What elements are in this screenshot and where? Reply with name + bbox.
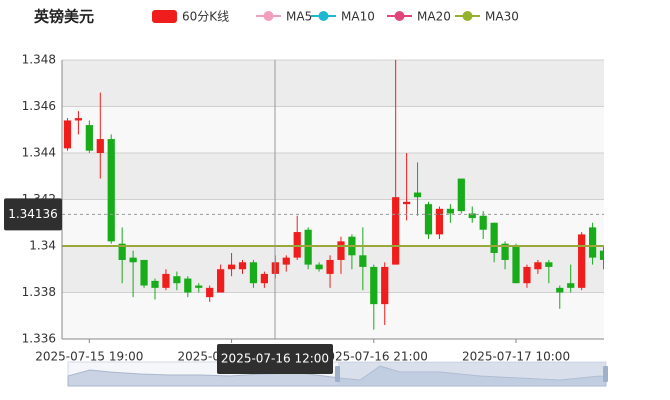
candle-body (206, 287, 214, 298)
candle-body (392, 197, 400, 265)
crosshair-x-label-box (217, 344, 333, 374)
candle-body (578, 234, 586, 288)
legend: 60分K线 MA5 MA10 MA20 MA30 (152, 10, 519, 24)
candle-body (479, 215, 487, 230)
candle-body (359, 255, 367, 267)
x-tick-label: 2025-07-15 19:00 (35, 350, 143, 364)
candle-body (304, 229, 312, 265)
crosshair-x-label: 2025-07-16 12:00 (221, 352, 329, 366)
candle-body (457, 178, 465, 212)
candle-body (260, 273, 269, 284)
candle-body (151, 280, 159, 288)
zoom-handle[interactable] (603, 366, 608, 382)
y-tick-label: 1.336 (22, 332, 56, 346)
legend-label: MA5 (286, 10, 312, 24)
candle-body (588, 227, 597, 258)
candle-body (490, 222, 498, 253)
candle-body (63, 120, 72, 149)
legend-swatch (152, 10, 177, 23)
candle-body (96, 139, 104, 153)
candle-body (512, 246, 520, 284)
candle-body (599, 250, 604, 260)
zoom-handle[interactable] (335, 366, 340, 382)
grid-band (62, 292, 604, 339)
candle-body (217, 269, 225, 293)
legend-icon (318, 11, 329, 21)
candle-body (162, 273, 170, 288)
legend-icon (462, 11, 473, 21)
x-tick-label: 2025-07-16 21:00 (320, 350, 428, 364)
candle-body (74, 118, 83, 121)
legend-label: MA20 (417, 10, 451, 24)
candle-body (501, 243, 509, 260)
candle-body (140, 259, 148, 286)
grid-band (62, 60, 604, 107)
candle-body (293, 232, 301, 258)
y-tick-label: 1.344 (22, 146, 56, 160)
candle-body (556, 287, 564, 293)
candle-body (249, 262, 258, 284)
candle-body (195, 285, 203, 288)
candle-body (184, 278, 192, 293)
data-zoom[interactable] (67, 361, 608, 387)
candle-body (424, 204, 433, 235)
y-tick-label: 1.348 (22, 53, 56, 67)
legend-icon (394, 11, 405, 21)
candle-body (413, 192, 422, 198)
candle-body (129, 257, 137, 263)
candle-body (446, 208, 454, 214)
x-tick-label: 2025-07-17 10:00 (462, 350, 570, 364)
candle-body (402, 201, 411, 205)
candle-body (545, 262, 553, 267)
candle-body (337, 241, 345, 260)
legend-icon (263, 11, 274, 21)
crosshair-y-label: 1.34136 (8, 207, 58, 221)
candle-body (435, 208, 444, 235)
candle-body (227, 264, 236, 270)
candle-body (534, 262, 542, 270)
candle-body (468, 213, 476, 219)
candle-body (326, 259, 334, 274)
candle-body (173, 276, 181, 284)
crosshair: 1.34136 2025-07-16 12:00 (4, 60, 604, 374)
candle-body (523, 266, 531, 284)
plot (62, 60, 604, 330)
grid-band (62, 199, 604, 246)
y-tick-label: 1.346 (22, 99, 56, 113)
candle-body (381, 266, 389, 305)
candle-body (107, 139, 115, 242)
candle-body (370, 266, 378, 305)
candle-body (282, 257, 290, 265)
grid-band (62, 153, 604, 200)
y-tick-label: 1.34 (29, 239, 56, 253)
grid (62, 59, 604, 340)
candle-body (238, 262, 247, 270)
legend-label: MA30 (485, 10, 519, 24)
crosshair-y-label-box (4, 198, 62, 231)
zoom-window[interactable] (338, 362, 606, 386)
candle-body (567, 283, 575, 288)
candle-body (118, 243, 126, 260)
legend-label: 60分K线 (182, 10, 229, 24)
candle-body (315, 264, 323, 270)
y-tick-label: 1.338 (22, 285, 56, 299)
candle-body (85, 125, 93, 151)
chart-title: 英镑美元 (34, 8, 94, 26)
legend-label: MA10 (341, 10, 375, 24)
grid-band (62, 106, 604, 153)
